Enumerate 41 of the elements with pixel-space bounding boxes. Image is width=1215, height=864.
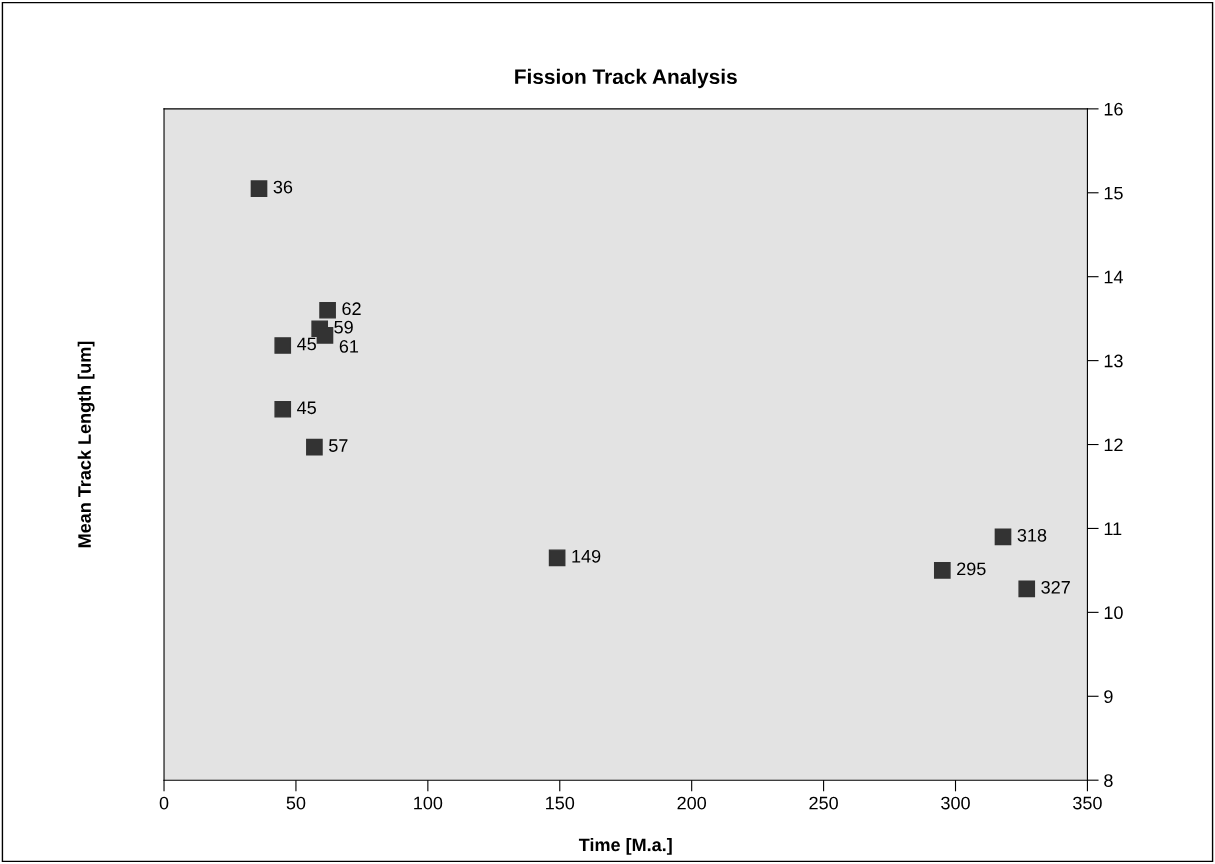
annotation: 62 xyxy=(342,302,361,316)
annotation: 45 xyxy=(297,337,316,351)
point xyxy=(319,301,336,319)
y-tick-label: 15 xyxy=(1104,186,1123,200)
annotation: 295 xyxy=(957,562,986,576)
y-tick-label: 16 xyxy=(1104,102,1123,116)
y-tick-label: 10 xyxy=(1104,606,1123,620)
x-tick-label: 350 xyxy=(1073,796,1102,810)
y-tick-label: 13 xyxy=(1104,354,1123,368)
point xyxy=(250,180,268,197)
y-tick-label: 12 xyxy=(1104,438,1123,452)
x-axis-title: Time [M.a.] xyxy=(578,838,672,855)
point xyxy=(994,528,1012,546)
x-tick-label: 100 xyxy=(414,796,443,810)
chart-title: Fission Track Analysis xyxy=(515,68,737,89)
point xyxy=(548,549,566,567)
y-tick-label: 11 xyxy=(1104,522,1122,535)
x-tick-label: 150 xyxy=(546,796,575,810)
annotation: 318 xyxy=(1017,528,1047,542)
annotation: 57 xyxy=(329,439,348,452)
x-tick-label: 250 xyxy=(809,796,838,810)
y-tick-label: 9 xyxy=(1104,690,1113,703)
point xyxy=(274,400,292,418)
x-tick-label: 300 xyxy=(941,796,970,810)
annotation: 327 xyxy=(1041,580,1070,594)
point xyxy=(306,438,323,456)
annotation: 59 xyxy=(334,320,353,334)
point xyxy=(316,327,334,344)
annotation: 36 xyxy=(273,180,293,194)
annotation: 61 xyxy=(339,340,359,353)
y-axis-title: Mean Track Length [um] xyxy=(77,341,95,548)
point xyxy=(933,562,951,579)
x-tick-label: 0 xyxy=(159,796,169,810)
y-tick-label: 8 xyxy=(1104,774,1113,787)
x-tick-label: 50 xyxy=(286,796,306,810)
annotation: 149 xyxy=(572,549,601,563)
annotation: 45 xyxy=(297,401,316,415)
point xyxy=(1018,580,1036,598)
point xyxy=(274,337,292,354)
y-tick-label: 14 xyxy=(1104,270,1123,284)
x-tick-label: 200 xyxy=(677,796,707,810)
